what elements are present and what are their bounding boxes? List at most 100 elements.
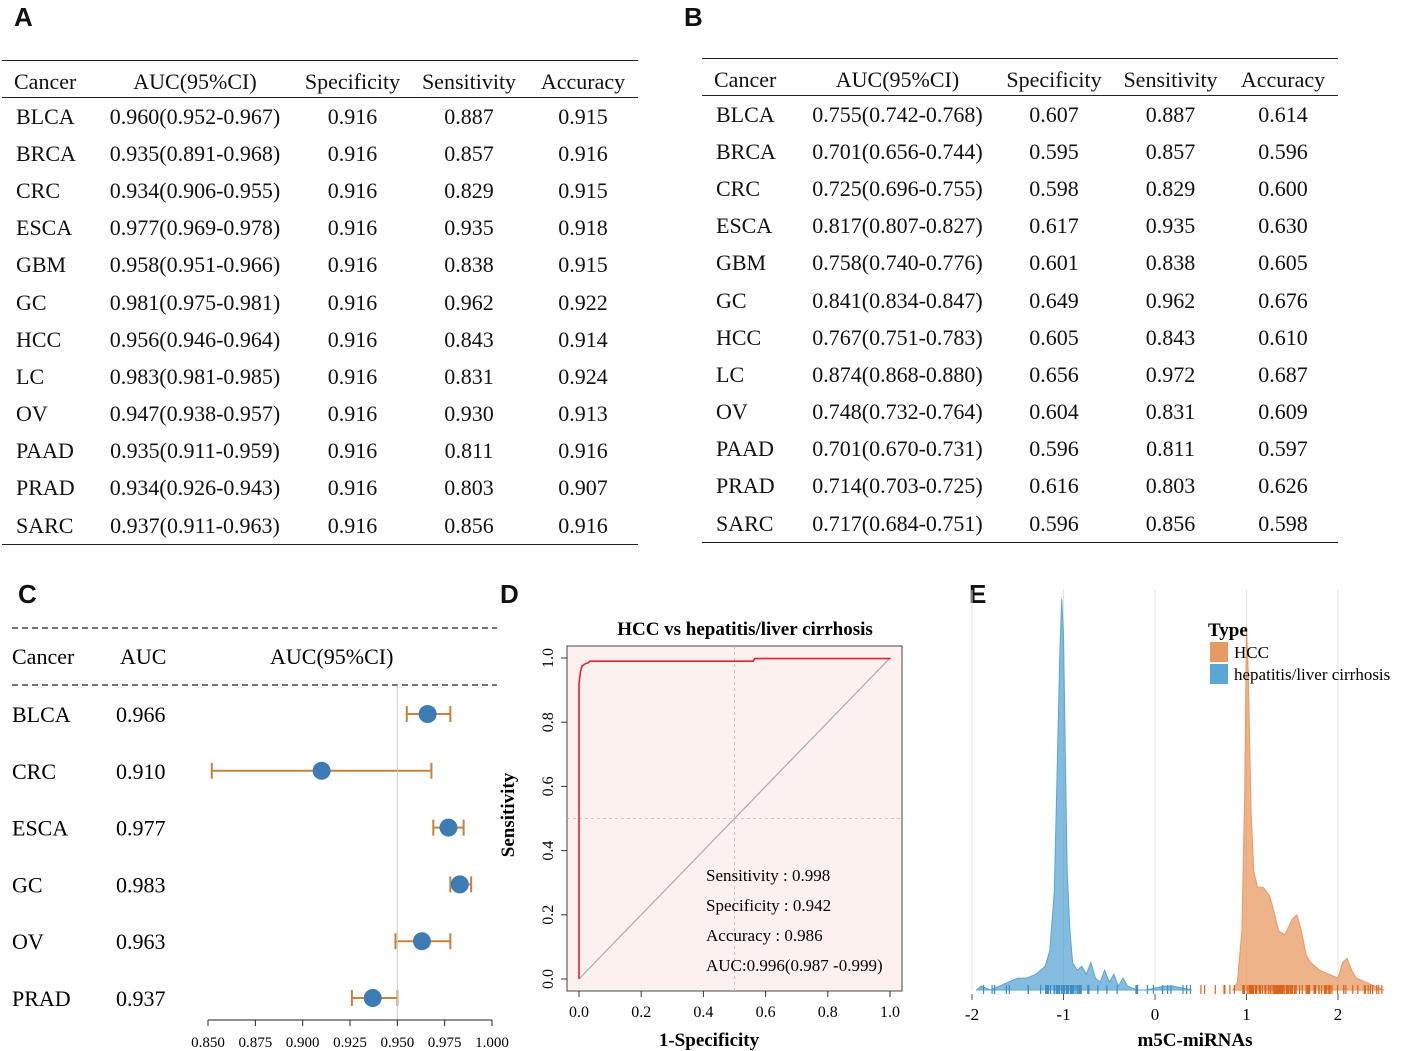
table-b-cell: 0.687 — [1258, 361, 1308, 387]
table-a-cell: 0.857 — [444, 140, 494, 166]
table-b-cell: CRC — [716, 175, 761, 201]
table-b-cell: 0.617 — [1029, 213, 1079, 239]
roc-y-tick-label: 0.0 — [540, 969, 557, 989]
table-b-header: Cancer AUC(95%CI) Specificity Sensitivity Ac… — [702, 58, 1338, 96]
table-b-row: SARC 0.717(0.684-0.751) 0.596 0.856 0.598 — [702, 505, 1338, 544]
table-a-cell: 0.916 — [558, 140, 608, 166]
table-a-row: BRCA 0.935(0.891-0.968) 0.916 0.857 0.916 — [2, 135, 638, 172]
table-b-cell: 0.676 — [1258, 287, 1308, 313]
table-a-cell: 0.811 — [444, 438, 494, 464]
table-a-cell: 0.924 — [558, 363, 608, 389]
forest-x-tick-label: 0.925 — [333, 1035, 367, 1051]
table-b-cell: 0.630 — [1258, 213, 1308, 239]
table-a-row: GC 0.981(0.975-0.981) 0.916 0.962 0.922 — [2, 284, 638, 321]
roc-y-tick-label: 0.8 — [540, 712, 557, 732]
forest-point — [450, 875, 469, 894]
table-a-cell: 0.956(0.946-0.964) — [109, 326, 281, 352]
forest-point — [312, 761, 331, 780]
table-a-cell: 0.907 — [558, 475, 608, 501]
table-a-row: HCC 0.956(0.946-0.964) 0.916 0.843 0.914 — [2, 321, 638, 358]
table-b-cell: 0.656 — [1029, 361, 1079, 387]
table-b-cell: PAAD — [716, 436, 774, 462]
table-a-cell: 0.916 — [327, 326, 378, 352]
legend-label: HCC — [1234, 643, 1269, 662]
table-b-header-cell: AUC(95%CI) — [800, 58, 995, 96]
table-b: Cancer AUC(95%CI) Specificity Sensitivity Ac… — [702, 58, 1338, 544]
forest-row-auc: 0.977 — [116, 816, 166, 841]
table-a-cell: GC — [16, 289, 47, 315]
roc-annotation: Sensitivity : 0.998 — [706, 866, 830, 885]
table-a-cell: 0.856 — [410, 507, 528, 546]
table-a-cell: 0.916 — [327, 475, 378, 501]
table-b-cell: 0.596 — [1029, 436, 1079, 462]
table-a-row: PRAD 0.934(0.926-0.943) 0.916 0.803 0.907 — [2, 470, 638, 507]
table-a-cell: 0.887 — [444, 103, 494, 129]
table-b-cell: 0.616 — [1029, 473, 1079, 499]
roc-curve — [578, 657, 891, 979]
table-a-cell: PAAD — [16, 438, 74, 464]
forest-plot: Cancer AUC AUC(95%CI) BLCA 0.966 CRC 0.910 E… — [12, 627, 509, 1051]
density-x-tick-label: -2 — [965, 1005, 979, 1024]
roc-x-tick-label: 0.0 — [569, 1004, 589, 1021]
legend-label: hepatitis/liver cirrhosis — [1234, 665, 1390, 684]
roc-annotation: Accuracy : 0.986 — [706, 926, 823, 945]
forest-x-tick-label: 0.950 — [380, 1035, 414, 1051]
table-a-cell: 0.947(0.938-0.957) — [109, 401, 281, 427]
table-b-cell: 0.838 — [1145, 250, 1196, 276]
table-a-cell: 0.838 — [444, 252, 494, 278]
roc-ylabel: Sensitivity — [498, 772, 519, 857]
table-a-row: ESCA 0.977(0.969-0.978) 0.916 0.935 0.918 — [2, 210, 638, 247]
table-a-cell: 0.960(0.952-0.967) — [109, 103, 281, 129]
table-b-cell: GC — [716, 287, 747, 313]
table-b-row: HCC 0.767(0.751-0.783) 0.605 0.843 0.610 — [702, 319, 1338, 356]
table-a-cell: 0.962 — [444, 289, 494, 315]
forest-row-auc: 0.966 — [116, 702, 166, 727]
forest-row-cancer: ESCA — [12, 816, 68, 841]
table-b-cell: 0.755(0.742-0.768) — [812, 101, 983, 127]
table-b-header-cell: Sensitivity — [1113, 58, 1228, 96]
table-a-cell: 0.916 — [327, 363, 378, 389]
table-b-row: GC 0.841(0.834-0.847) 0.649 0.962 0.676 — [702, 282, 1338, 319]
density-x-tick-label: -1 — [1056, 1005, 1070, 1024]
density-chart: -2 -1 0 1 2 m5C-miRNAs Type HCC hepatitis/liv… — [965, 590, 1390, 1051]
table-a-row: OV 0.947(0.938-0.957) 0.916 0.930 0.913 — [2, 396, 638, 433]
table-b-cell: OV — [716, 399, 748, 425]
table-b-cell: 0.857 — [1145, 138, 1196, 164]
table-a-cell: 0.922 — [558, 289, 608, 315]
table-a-cell: BRCA — [16, 140, 76, 166]
table-b-cell: LC — [716, 361, 745, 387]
table-a-row: PAAD 0.935(0.911-0.959) 0.916 0.811 0.916 — [2, 433, 638, 470]
table-a-cell: CRC — [16, 177, 61, 203]
table-a-cell: GBM — [16, 252, 67, 278]
table-b-cell: 0.717(0.684-0.751) — [800, 505, 995, 544]
density-x-tick-label: 0 — [1151, 1005, 1160, 1024]
table-b-cell: 0.725(0.696-0.755) — [812, 175, 983, 201]
table-a-header-cell: AUC(95%CI) — [95, 60, 295, 98]
table-b-cell: 0.604 — [1029, 399, 1079, 425]
table-a-cell: SARC — [2, 507, 95, 546]
forest-x-tick-label: 0.850 — [191, 1035, 225, 1051]
table-a-cell: 0.935 — [444, 215, 494, 241]
table-a-cell: 0.831 — [444, 363, 494, 389]
table-b-cell: 0.714(0.703-0.725) — [812, 473, 983, 499]
table-b-cell: 0.962 — [1145, 287, 1196, 313]
table-a-row: LC 0.983(0.981-0.985) 0.916 0.831 0.924 — [2, 358, 638, 395]
roc-chart: HCC vs hepatitis/liver cirrhosis 0.0 0.2 0… — [498, 619, 903, 1051]
table-a-cell: 0.935(0.911-0.959) — [110, 438, 280, 464]
panel-label-c: C — [18, 579, 37, 609]
panel-label-b: B — [684, 2, 703, 32]
table-b-row: PAAD 0.701(0.670-0.731) 0.596 0.811 0.597 — [702, 431, 1338, 468]
table-b-header-cell: Accuracy — [1228, 58, 1338, 96]
table-a-cell: 0.918 — [558, 215, 608, 241]
table-b-cell: 0.601 — [1029, 250, 1079, 276]
table-b-cell: 0.596 — [995, 505, 1113, 544]
forest-row-auc: 0.937 — [116, 986, 166, 1011]
table-a-header-cell: Cancer — [2, 60, 95, 98]
table-a-cell: 0.916 — [558, 438, 608, 464]
table-a-row: SARC 0.937(0.911-0.963) 0.916 0.856 0.916 — [2, 507, 638, 546]
table-b-cell: 0.610 — [1258, 324, 1308, 350]
table-a-cell: 0.829 — [444, 177, 494, 203]
table-a-row: BLCA 0.960(0.952-0.967) 0.916 0.887 0.915 — [2, 98, 638, 136]
table-a-cell: 0.916 — [528, 507, 638, 546]
table-a-cell: OV — [16, 401, 48, 427]
